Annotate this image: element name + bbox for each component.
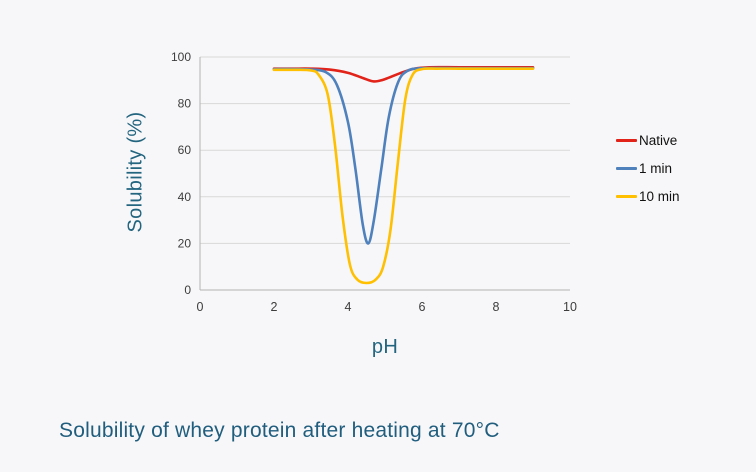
x-tick-label: 2 bbox=[271, 300, 278, 314]
legend-item-10-min: 10 min bbox=[616, 189, 680, 204]
series-line-1-min bbox=[272, 66, 535, 245]
x-tick-label: 10 bbox=[563, 300, 577, 314]
legend: Native 1 min 10 min bbox=[616, 133, 680, 204]
legend-line-icon bbox=[616, 167, 637, 170]
y-tick-label: 40 bbox=[178, 190, 192, 204]
legend-item-native: Native bbox=[616, 133, 680, 148]
y-tick-label: 80 bbox=[178, 97, 192, 111]
y-tick-label: 20 bbox=[178, 236, 192, 250]
legend-label-native: Native bbox=[639, 133, 678, 148]
x-axis-title: pH bbox=[371, 336, 399, 358]
chart-caption: Solubility of whey protein after heating… bbox=[59, 419, 500, 442]
series-line-10-min bbox=[272, 67, 535, 285]
solubility-chart: 0 20 40 60 80 100 0 2 4 6 8 10 bbox=[171, 50, 577, 314]
legend-line-icon bbox=[616, 195, 637, 198]
legend-label-1-min: 1 min bbox=[639, 161, 673, 176]
x-tick-label: 8 bbox=[493, 300, 500, 314]
legend-label-10-min: 10 min bbox=[639, 189, 680, 204]
x-tick-label: 4 bbox=[345, 300, 352, 314]
x-tick-label: 6 bbox=[419, 300, 426, 314]
y-tick-label: 100 bbox=[171, 50, 191, 64]
y-tick-label: 60 bbox=[178, 143, 192, 157]
x-tick-label: 0 bbox=[197, 300, 204, 314]
y-tick-label: 0 bbox=[184, 283, 191, 297]
y-axis-title: Solubility (%) bbox=[124, 111, 147, 233]
legend-item-1-min: 1 min bbox=[616, 161, 680, 176]
legend-line-icon bbox=[616, 139, 637, 142]
